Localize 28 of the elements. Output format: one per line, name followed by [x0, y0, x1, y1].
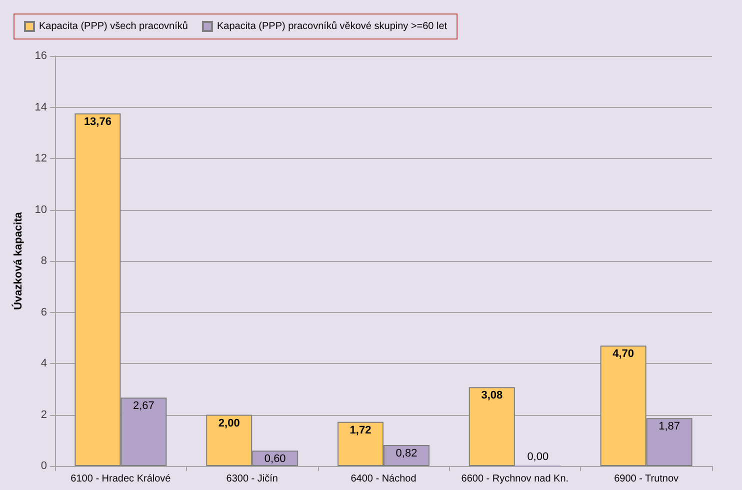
y-tick-label: 8 [40, 255, 47, 267]
y-tick-label: 12 [34, 152, 47, 164]
y-tick-label: 6 [40, 306, 47, 318]
data-label: 0,82 [396, 447, 418, 460]
x-tick-label: 6300 - Jičín [226, 474, 278, 484]
data-label: 0,60 [264, 453, 286, 466]
legend-label: Kapacita (PPP) pracovníků věkové skupiny >=60 let [216, 20, 448, 32]
data-label: 2,67 [132, 400, 154, 412]
data-label: 13,76 [84, 116, 112, 128]
y-axis-title: Úvazková kapacita [11, 211, 24, 310]
data-label: 1,87 [658, 420, 680, 433]
y-tick-label: 4 [40, 358, 47, 370]
data-label: 3,08 [481, 390, 503, 402]
x-tick-label: 6900 - Trutnov [614, 474, 679, 484]
data-label: 0,00 [527, 451, 549, 463]
x-tick-label: 6400 - Náchod [350, 474, 416, 484]
legend-label: Kapacita (PPP) všech pracovníků [39, 20, 188, 32]
x-tick-label: 6600 - Rychnov nad Kn. [461, 474, 569, 484]
y-tick-label: 10 [34, 204, 47, 216]
data-label: 1,72 [350, 424, 372, 436]
y-tick-label: 2 [40, 408, 47, 421]
bar [468, 387, 515, 466]
x-tick-label: 6100 - Hradec Králové [70, 474, 172, 484]
y-tick-label: 14 [34, 101, 47, 114]
data-label: 4,70 [612, 348, 634, 360]
data-label: 2,00 [218, 417, 240, 430]
y-tick-label: 16 [34, 50, 47, 62]
y-tick-label: 0 [40, 460, 47, 472]
